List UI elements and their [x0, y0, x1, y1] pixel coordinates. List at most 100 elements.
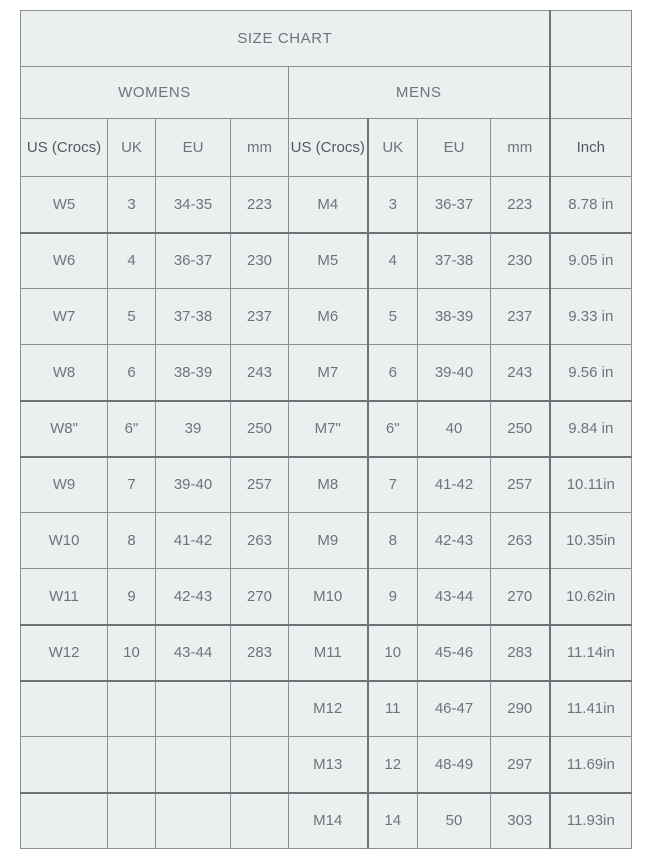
- header-womens-uk: UK: [107, 118, 156, 177]
- cell-mens-eu: 38-39: [417, 288, 491, 345]
- cell-mens-uk: 10: [366, 623, 418, 681]
- cell-womens-mm: 283: [230, 623, 289, 681]
- cell-inch: 11.14in: [548, 623, 633, 681]
- cell-mens-us: M4: [288, 176, 368, 233]
- cell-womens-eu: 41-42: [155, 512, 231, 569]
- cell-mens-eu: 50: [417, 791, 491, 849]
- size-chart-table: SIZE CHART WOMENS MENS US (Crocs) UK EU …: [19, 10, 633, 849]
- cell-womens-mm: 270: [230, 568, 289, 625]
- table-row: M13 12 48-49 297 11.69in: [20, 736, 633, 793]
- cell-womens-us: [20, 679, 108, 737]
- cell-womens-us: W12: [20, 623, 108, 681]
- cell-womens-uk: 5: [107, 288, 156, 345]
- cell-womens-eu: 43-44: [155, 623, 231, 681]
- table-row: W8" 6" 39 250 M7" 6" 40 250 9.84 in: [20, 399, 633, 457]
- cell-mens-us: M5: [288, 231, 368, 289]
- cell-mens-us: M14: [288, 791, 368, 849]
- cell-womens-eu: 42-43: [155, 568, 231, 625]
- cell-mens-us: M7: [288, 344, 368, 401]
- cell-inch: 11.41in: [548, 679, 633, 737]
- cell-mens-uk: 12: [366, 736, 418, 793]
- cell-womens-mm: [230, 679, 289, 737]
- cell-mens-eu: 39-40: [417, 344, 491, 401]
- cell-mens-mm: 283: [489, 623, 551, 681]
- cell-womens-eu: [155, 679, 231, 737]
- header-womens-eu: EU: [155, 118, 231, 177]
- cell-womens-eu: 39: [155, 399, 231, 457]
- header-womens-us: US (Crocs): [20, 118, 108, 177]
- cell-inch: 11.93in: [548, 791, 633, 849]
- cell-mens-mm: 237: [489, 288, 551, 345]
- cell-mens-eu: 43-44: [417, 568, 491, 625]
- cell-womens-mm: [230, 736, 289, 793]
- cell-womens-us: W8": [20, 399, 108, 457]
- cell-mens-mm: 230: [489, 231, 551, 289]
- table-row: W6 4 36-37 230 M5 4 37-38 230 9.05 in: [20, 231, 633, 289]
- cell-inch: 9.33 in: [548, 288, 633, 345]
- cell-mens-eu: 45-46: [417, 623, 491, 681]
- cell-mens-us: M11: [288, 623, 368, 681]
- cell-womens-us: W5: [20, 176, 108, 233]
- cell-mens-us: M13: [288, 736, 368, 793]
- cell-womens-us: [20, 791, 108, 849]
- column-header-row: US (Crocs) UK EU mm US (Crocs) UK EU mm …: [20, 118, 633, 177]
- cell-mens-uk: 9: [366, 568, 418, 625]
- cell-mens-mm: 250: [489, 399, 551, 457]
- cell-mens-uk: 6": [366, 399, 418, 457]
- cell-mens-uk: 6: [366, 344, 418, 401]
- cell-mens-uk: 3: [366, 176, 418, 233]
- cell-mens-us: M12: [288, 679, 368, 737]
- cell-mens-us: M6: [288, 288, 368, 345]
- cell-mens-uk: 5: [366, 288, 418, 345]
- cell-mens-uk: 4: [366, 231, 418, 289]
- cell-womens-eu: [155, 791, 231, 849]
- cell-mens-us: M9: [288, 512, 368, 569]
- cell-mens-us: M10: [288, 568, 368, 625]
- cell-mens-uk: 8: [366, 512, 418, 569]
- inch-band-spacer: [548, 66, 633, 119]
- cell-inch: 10.62in: [548, 568, 633, 625]
- cell-womens-mm: 263: [230, 512, 289, 569]
- cell-mens-eu: 48-49: [417, 736, 491, 793]
- table-row: W8 6 38-39 243 M7 6 39-40 243 9.56 in: [20, 344, 633, 401]
- cell-mens-eu: 36-37: [417, 176, 491, 233]
- cell-womens-eu: 38-39: [155, 344, 231, 401]
- cell-mens-eu: 41-42: [417, 455, 491, 513]
- cell-womens-uk: 7: [107, 455, 156, 513]
- header-mens-eu: EU: [417, 118, 491, 177]
- cell-womens-us: W7: [20, 288, 108, 345]
- cell-womens-uk: 3: [107, 176, 156, 233]
- cell-womens-uk: [107, 736, 156, 793]
- cell-womens-mm: 237: [230, 288, 289, 345]
- cell-womens-eu: 34-35: [155, 176, 231, 233]
- cell-mens-mm: 243: [489, 344, 551, 401]
- cell-mens-eu: 46-47: [417, 679, 491, 737]
- cell-womens-mm: 250: [230, 399, 289, 457]
- cell-inch: 11.69in: [548, 736, 633, 793]
- cell-womens-eu: 37-38: [155, 288, 231, 345]
- gender-band-row: WOMENS MENS: [20, 66, 633, 119]
- cell-mens-mm: 290: [489, 679, 551, 737]
- cell-mens-eu: 42-43: [417, 512, 491, 569]
- cell-inch: 10.11in: [548, 455, 633, 513]
- cell-mens-mm: 257: [489, 455, 551, 513]
- cell-womens-us: W10: [20, 512, 108, 569]
- cell-womens-mm: 230: [230, 231, 289, 289]
- cell-womens-uk: 8: [107, 512, 156, 569]
- cell-mens-mm: 297: [489, 736, 551, 793]
- table-row: W10 8 41-42 263 M9 8 42-43 263 10.35in: [20, 512, 633, 569]
- cell-mens-mm: 263: [489, 512, 551, 569]
- cell-womens-uk: 6: [107, 344, 156, 401]
- header-inch: Inch: [548, 118, 633, 177]
- cell-womens-us: W11: [20, 568, 108, 625]
- header-mens-us: US (Crocs): [288, 118, 368, 177]
- table-row: W5 3 34-35 223 M4 3 36-37 223 8.78 in: [20, 176, 633, 233]
- cell-mens-mm: 270: [489, 568, 551, 625]
- table-row: W12 10 43-44 283 M11 10 45-46 283 11.14in: [20, 623, 633, 681]
- table-row: W9 7 39-40 257 M8 7 41-42 257 10.11in: [20, 455, 633, 513]
- cell-womens-us: W8: [20, 344, 108, 401]
- cell-womens-us: [20, 736, 108, 793]
- cell-mens-us: M7": [288, 399, 368, 457]
- header-womens-mm: mm: [230, 118, 289, 177]
- cell-mens-uk: 14: [366, 791, 418, 849]
